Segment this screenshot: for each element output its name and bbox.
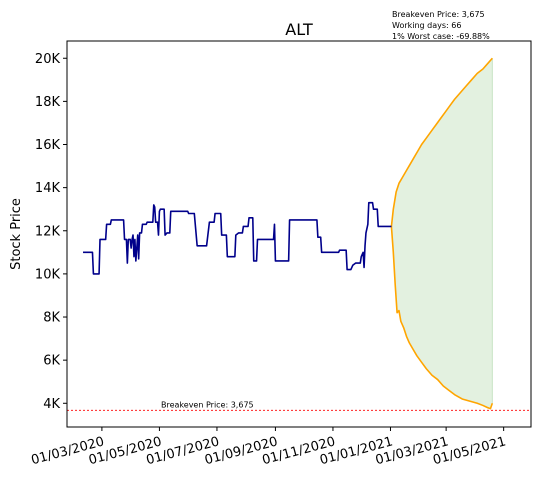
- breakeven-label: Breakeven Price: 3,675: [161, 400, 254, 409]
- y-tick-label: 14K: [35, 181, 61, 196]
- forecast-range-area: [391, 58, 493, 409]
- y-axis: 4K 6K 8K 10K 12K 14K 16K 18K 20K: [35, 52, 67, 412]
- y-tick-label: 6K: [43, 354, 60, 369]
- y-tick-label: 12K: [35, 224, 61, 239]
- y-tick-label: 16K: [35, 138, 61, 153]
- y-tick-label: 10K: [35, 267, 61, 282]
- chart-title: ALT: [285, 20, 313, 39]
- y-axis-label: Stock Price: [9, 198, 24, 270]
- info-annotation: Breakeven Price: 3,675 Working days: 66 1%…: [392, 10, 490, 41]
- y-tick-label: 8K: [43, 311, 60, 326]
- forecast-upper-line: [390, 57, 493, 227]
- info-line: 1% Worst case: -69.88%: [392, 32, 490, 41]
- forecast-lower-line: [390, 226, 494, 410]
- info-line: Breakeven Price: 3,675: [392, 10, 485, 19]
- price-history-line: [83, 201, 392, 275]
- y-tick-label: 18K: [35, 95, 61, 110]
- y-tick-label: 20K: [35, 52, 61, 67]
- info-line: Working days: 66: [392, 21, 461, 30]
- plot-frame: [66, 40, 532, 428]
- y-tick-label: 4K: [43, 397, 60, 412]
- series-layer: [83, 57, 494, 410]
- forecast-range-layer: [391, 58, 493, 409]
